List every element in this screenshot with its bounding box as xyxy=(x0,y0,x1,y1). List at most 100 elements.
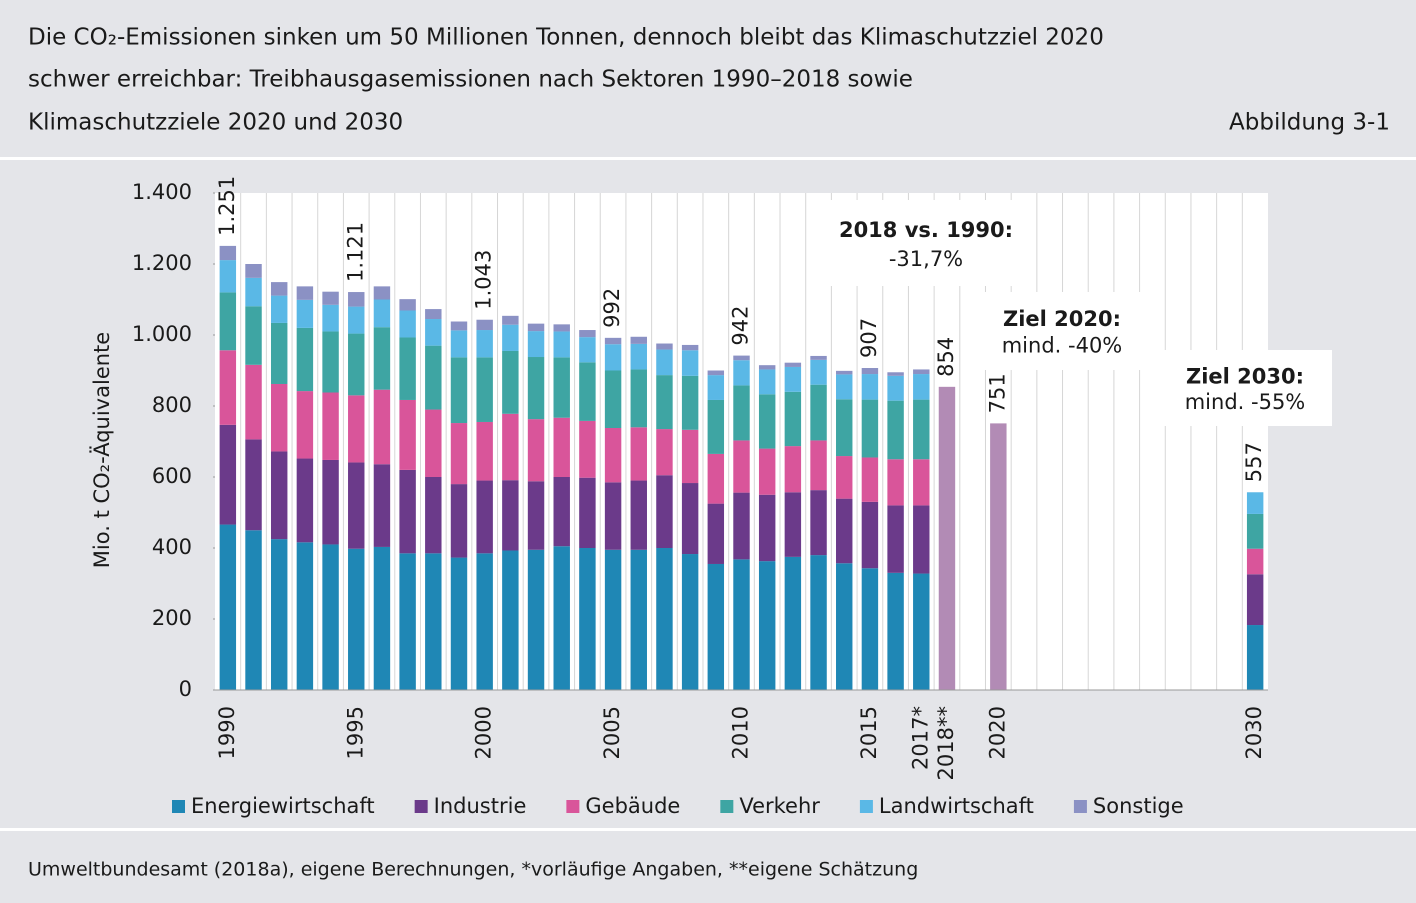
bar-segment xyxy=(1246,625,1264,690)
bar-segment xyxy=(296,327,314,392)
bar-segment xyxy=(450,357,468,424)
x-tick-label: 2020 xyxy=(985,706,1009,759)
bar-segment xyxy=(425,309,442,320)
legend-swatch xyxy=(859,800,873,813)
bar-segment xyxy=(296,299,314,328)
bar-segment xyxy=(270,295,288,323)
y-axis-title: Mio. t CO₂-Äquivalente xyxy=(89,332,114,568)
bar-segment xyxy=(527,323,545,332)
bar-segment xyxy=(450,557,468,690)
bar-segment xyxy=(733,492,750,560)
bar-segment xyxy=(861,501,879,569)
bar-segment xyxy=(296,542,314,690)
legend-swatch xyxy=(566,800,580,813)
bar-segment xyxy=(913,505,930,574)
bar-segment xyxy=(502,413,519,481)
bar-segment xyxy=(322,291,339,305)
bar-segment xyxy=(630,336,647,344)
bar-segment xyxy=(219,350,237,425)
bar-segment xyxy=(784,446,802,493)
bar-segment xyxy=(270,383,288,452)
bar-segment xyxy=(681,554,699,690)
bar-segment xyxy=(707,375,725,400)
bar-segment xyxy=(476,357,493,422)
bar-segment xyxy=(836,370,853,375)
bar-segment xyxy=(450,484,468,558)
total-label: 557 xyxy=(1242,442,1266,482)
bar-segment xyxy=(707,453,725,504)
bar-segment xyxy=(784,366,802,392)
bar-segment xyxy=(245,364,262,440)
bar-segment xyxy=(810,440,827,491)
bar-segment xyxy=(425,409,442,477)
bar-segment xyxy=(656,429,673,476)
legend-label: Landwirtschaft xyxy=(879,794,1034,818)
bar-segment xyxy=(476,553,493,690)
bar-segment xyxy=(758,369,776,395)
bar-segment xyxy=(348,548,365,690)
bar-segment xyxy=(399,399,416,470)
annotation-title: 2018 vs. 1990: xyxy=(839,218,1013,242)
bar-segment xyxy=(656,375,673,430)
legend-swatch xyxy=(172,800,185,813)
bar-segment xyxy=(425,477,442,554)
bar-segment xyxy=(425,553,442,690)
bar-segment xyxy=(1246,574,1264,626)
total-label: 854 xyxy=(934,337,958,377)
bar-segment xyxy=(681,483,699,555)
bar-segment xyxy=(270,282,288,296)
legend-label: Industrie xyxy=(434,794,527,818)
bar-segment xyxy=(887,572,904,690)
bar-segment xyxy=(784,492,802,557)
x-tick-label: 2000 xyxy=(472,706,496,759)
bar-segment xyxy=(373,464,391,547)
title-line: schwer erreichbar: Treibhausgasemissione… xyxy=(28,67,913,93)
legend-label: Gebäude xyxy=(585,794,680,818)
legend-swatch xyxy=(1073,800,1087,813)
bar-segment xyxy=(656,548,673,690)
bar-segment xyxy=(399,310,416,338)
y-tick-label: 800 xyxy=(152,393,192,417)
bar-segment xyxy=(784,362,802,367)
bar-segment xyxy=(553,324,570,332)
bar-segment xyxy=(758,394,776,449)
bar-segment xyxy=(502,315,519,325)
bar-segment xyxy=(553,417,570,477)
bar-segment xyxy=(579,477,596,548)
bar-segment xyxy=(810,359,827,385)
annotation-text: mind. -55% xyxy=(1185,390,1306,414)
bar-segment xyxy=(476,319,493,331)
y-tick-label: 0 xyxy=(179,677,192,701)
bar-segment xyxy=(245,277,262,307)
bar-segment xyxy=(733,355,750,361)
bar-segment xyxy=(1246,513,1264,549)
bar-segment xyxy=(270,539,288,690)
bar-segment xyxy=(348,395,365,463)
legend-swatch xyxy=(414,800,428,813)
bar-segment xyxy=(887,459,904,506)
y-tick-label: 200 xyxy=(152,606,192,630)
bar-segment xyxy=(502,350,519,414)
bar-segment xyxy=(681,429,699,484)
total-label: 907 xyxy=(857,318,881,358)
bar-segment xyxy=(579,362,596,421)
annotation-box xyxy=(975,292,1149,370)
bar-segment xyxy=(758,494,776,562)
bar-segment xyxy=(887,400,904,460)
y-tick-label: 600 xyxy=(152,464,192,488)
bar-segment xyxy=(836,374,853,400)
bar-segment xyxy=(733,440,750,493)
bar-segment xyxy=(656,475,673,548)
bar-segment xyxy=(604,370,622,429)
x-tick-label: 2015 xyxy=(857,706,881,759)
bar-segment xyxy=(296,458,314,543)
bar-segment xyxy=(630,427,647,481)
bar-segment xyxy=(425,345,442,410)
x-tick-label: 2017* xyxy=(908,706,932,770)
bar-segment xyxy=(681,344,699,351)
bar-segment xyxy=(348,462,365,549)
bar-segment xyxy=(707,370,725,376)
bar-segment xyxy=(758,561,776,690)
bar-segment xyxy=(245,530,262,690)
